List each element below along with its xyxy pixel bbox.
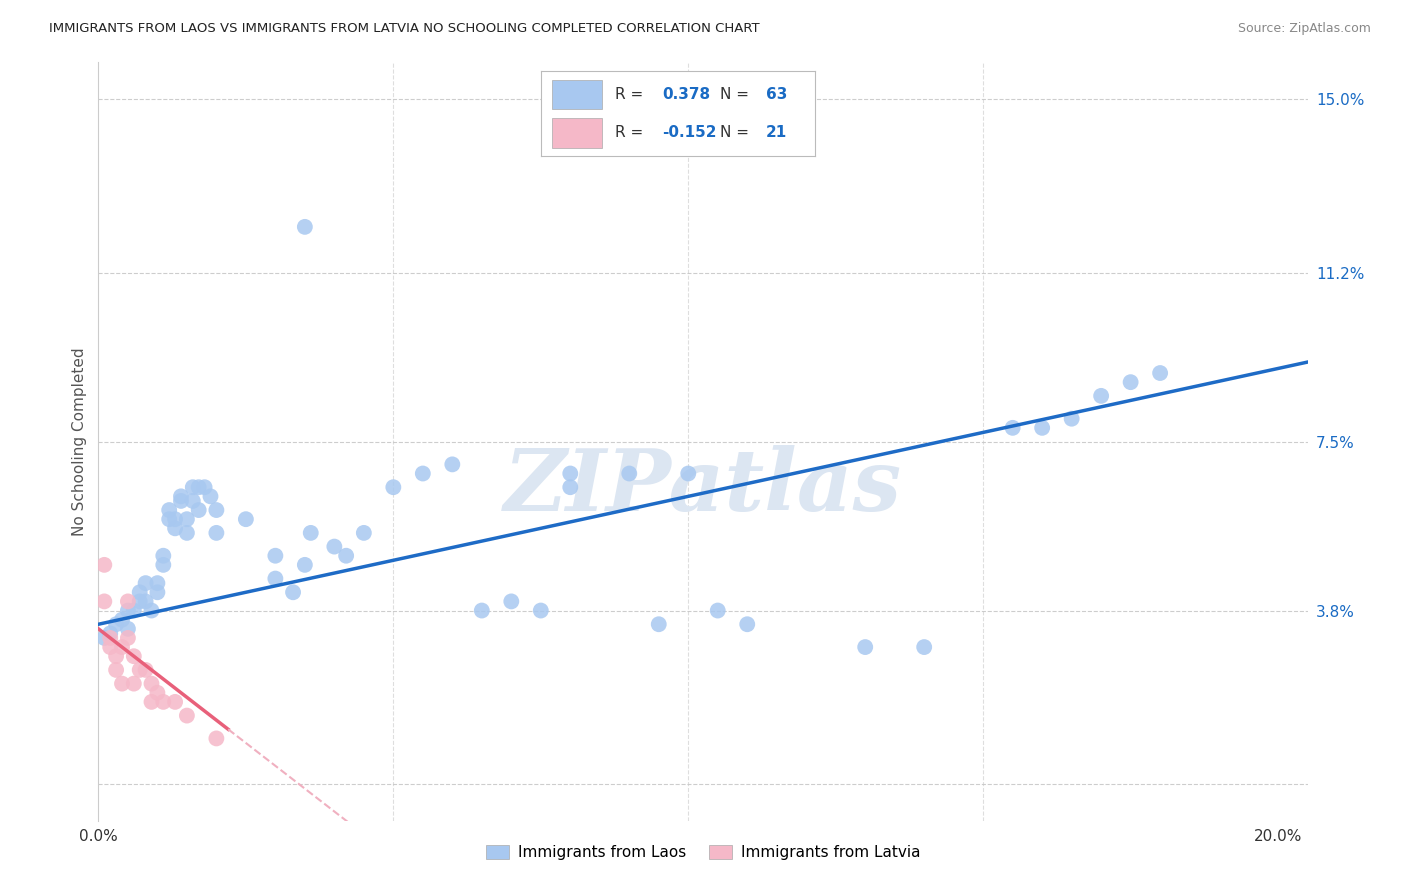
Text: R =: R = xyxy=(616,87,644,103)
Point xyxy=(1149,366,1171,380)
Point xyxy=(98,640,121,654)
Point xyxy=(412,467,434,481)
Point xyxy=(165,512,187,526)
Point xyxy=(135,576,157,591)
Text: IMMIGRANTS FROM LAOS VS IMMIGRANTS FROM LATVIA NO SCHOOLING COMPLETED CORRELATIO: IMMIGRANTS FROM LAOS VS IMMIGRANTS FROM … xyxy=(49,22,759,36)
Point xyxy=(111,640,134,654)
Point xyxy=(128,594,150,608)
Point xyxy=(205,731,228,746)
Point xyxy=(294,558,316,572)
Point xyxy=(181,494,204,508)
Point xyxy=(141,676,163,690)
Point xyxy=(335,549,357,563)
Point xyxy=(194,480,217,494)
Point xyxy=(117,622,139,636)
Point xyxy=(181,480,204,494)
Point xyxy=(382,480,405,494)
Point xyxy=(152,558,174,572)
Point xyxy=(135,594,157,608)
Point xyxy=(205,525,228,540)
Point xyxy=(135,663,157,677)
Text: -0.152: -0.152 xyxy=(662,125,717,140)
Point xyxy=(146,686,169,700)
Point xyxy=(853,640,876,654)
Point xyxy=(619,467,641,481)
Point xyxy=(141,603,163,617)
Point xyxy=(98,631,121,645)
Point xyxy=(706,603,728,617)
Point xyxy=(235,512,257,526)
Point xyxy=(105,617,128,632)
Point xyxy=(1001,421,1024,435)
Point xyxy=(157,512,180,526)
Point xyxy=(678,467,700,481)
Text: 0.378: 0.378 xyxy=(662,87,710,103)
Point xyxy=(501,594,523,608)
Point xyxy=(1060,411,1083,425)
Point xyxy=(735,617,758,632)
Point xyxy=(165,521,187,535)
Point xyxy=(105,663,128,677)
Point xyxy=(122,649,145,664)
Point xyxy=(560,467,582,481)
Bar xyxy=(553,80,602,110)
Point xyxy=(170,494,193,508)
Y-axis label: No Schooling Completed: No Schooling Completed xyxy=(72,347,87,536)
Point xyxy=(441,458,464,472)
Point xyxy=(353,525,375,540)
Point xyxy=(146,576,169,591)
Point xyxy=(93,631,115,645)
Text: Source: ZipAtlas.com: Source: ZipAtlas.com xyxy=(1237,22,1371,36)
Point xyxy=(1119,375,1142,389)
Point xyxy=(530,603,553,617)
Point xyxy=(93,558,115,572)
Point xyxy=(98,626,121,640)
Point xyxy=(187,480,209,494)
Point xyxy=(176,525,198,540)
Point xyxy=(299,525,322,540)
Point xyxy=(648,617,671,632)
Point xyxy=(157,503,180,517)
Point xyxy=(187,503,209,517)
Point xyxy=(471,603,494,617)
Point xyxy=(117,631,139,645)
Point xyxy=(111,676,134,690)
Point xyxy=(152,695,174,709)
Point xyxy=(205,503,228,517)
Point xyxy=(170,489,193,503)
Bar xyxy=(553,118,602,147)
Point xyxy=(152,549,174,563)
Point xyxy=(200,489,222,503)
Point xyxy=(912,640,935,654)
Point xyxy=(105,649,128,664)
Point xyxy=(1031,421,1053,435)
Text: 21: 21 xyxy=(766,125,787,140)
Point xyxy=(264,572,287,586)
Point xyxy=(141,695,163,709)
Point xyxy=(128,663,150,677)
Text: ZIPatlas: ZIPatlas xyxy=(503,445,903,529)
Point xyxy=(264,549,287,563)
Point xyxy=(117,603,139,617)
Point xyxy=(93,594,115,608)
Point xyxy=(176,512,198,526)
Point xyxy=(146,585,169,599)
Point xyxy=(294,219,316,234)
Point xyxy=(122,603,145,617)
Text: N =: N = xyxy=(720,87,748,103)
Point xyxy=(117,594,139,608)
Text: N =: N = xyxy=(720,125,748,140)
Point xyxy=(111,613,134,627)
Point xyxy=(281,585,304,599)
Point xyxy=(122,676,145,690)
Point xyxy=(323,540,346,554)
Point xyxy=(176,708,198,723)
Text: R =: R = xyxy=(616,125,644,140)
Point xyxy=(1090,389,1112,403)
Point xyxy=(128,585,150,599)
Text: 63: 63 xyxy=(766,87,787,103)
Legend: Immigrants from Laos, Immigrants from Latvia: Immigrants from Laos, Immigrants from La… xyxy=(479,838,927,866)
Point xyxy=(165,695,187,709)
Point xyxy=(560,480,582,494)
